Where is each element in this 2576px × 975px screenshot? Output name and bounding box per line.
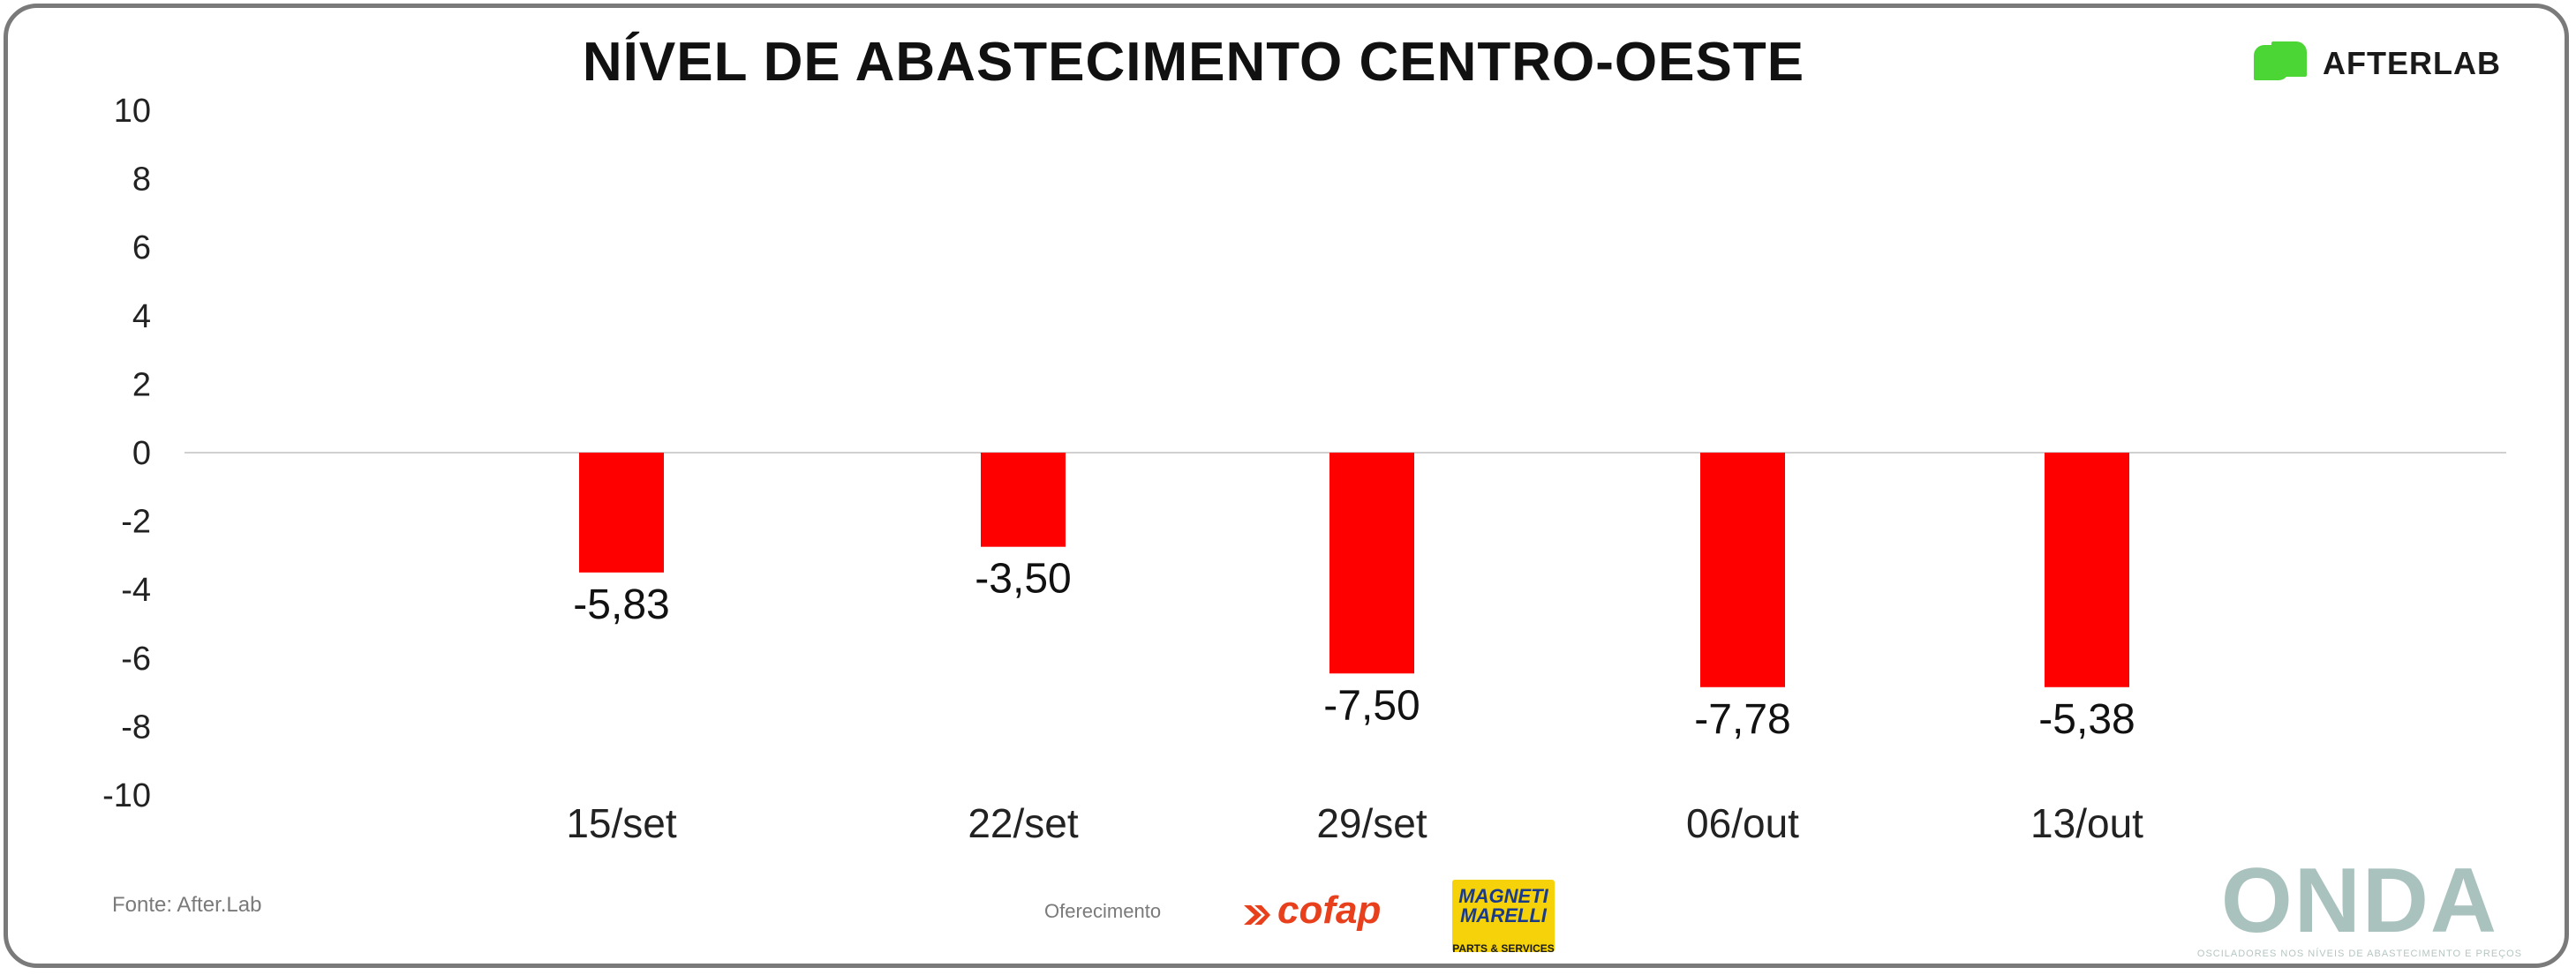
- data-label: -7,50: [1323, 682, 1420, 729]
- data-label: -5,83: [573, 581, 669, 628]
- y-tick-label: 6: [132, 229, 151, 266]
- bar: [981, 453, 1066, 547]
- bar-chart: 10 8 6 4 2 0 -2 -4 -6 -8 -10 -5,83 15/set -3,50 22/set…: [102, 93, 2506, 846]
- cofap-name: cofap: [1277, 889, 1382, 932]
- bar: [579, 453, 664, 573]
- afterlab-logo: AFTERLAB: [2254, 41, 2501, 86]
- cofap-logo: cofap: [1242, 889, 1381, 933]
- bar: [1700, 453, 1785, 687]
- source-note: Fonte: After.Lab: [112, 893, 262, 917]
- onda-tagline: OSCILADORES NOS NÍVEIS DE ABASTECIMENTO …: [2196, 949, 2522, 959]
- y-tick-label: 10: [114, 93, 151, 130]
- y-tick-label: -4: [121, 572, 151, 609]
- x-tick-label: 06/out: [1686, 800, 1799, 846]
- data-label: -5,38: [2038, 696, 2135, 743]
- afterlab-mark-icon: [2254, 41, 2309, 86]
- x-tick-label: 29/set: [1316, 800, 1427, 846]
- y-tick-label: -2: [121, 504, 151, 541]
- data-label: -3,50: [975, 556, 1071, 603]
- data-label: -7,78: [1694, 696, 1790, 743]
- onda-name: ONDA: [2220, 850, 2499, 952]
- magneti-marelli-name: MAGNETI MARELLI: [1458, 885, 1548, 926]
- onda-logo: ONDA OSCILADORES NOS NÍVEIS DE ABASTECIM…: [2197, 855, 2522, 959]
- y-tick-label: -8: [121, 709, 151, 746]
- magneti-marelli-tagline: PARTS & SERVICES: [1452, 942, 1555, 955]
- y-tick-label: 8: [132, 161, 151, 199]
- chart-title: NÍVEL DE ABASTECIMENTO CENTRO-OESTE: [582, 32, 1805, 93]
- y-tick-label: -6: [121, 641, 151, 678]
- x-tick-label: 22/set: [968, 800, 1079, 846]
- bar: [2045, 453, 2129, 687]
- y-tick-label: 2: [132, 366, 151, 403]
- y-tick-label: -10: [102, 777, 151, 814]
- cofap-mark-icon: [1242, 896, 1272, 926]
- x-tick-label: 15/set: [566, 800, 677, 846]
- y-tick-label: 0: [132, 435, 151, 472]
- x-tick-label: 13/out: [2030, 800, 2143, 846]
- magneti-marelli-logo: MAGNETI MARELLI PARTS & SERVICES: [1452, 880, 1555, 955]
- y-tick-label: 4: [132, 298, 151, 335]
- bar: [1329, 453, 1414, 674]
- sponsor-label: Oferecimento: [1044, 900, 1162, 922]
- chart-frame: NÍVEL DE ABASTECIMENTO CENTRO-OESTE AFTE…: [4, 4, 2569, 968]
- afterlab-name: AFTERLAB: [2323, 45, 2501, 81]
